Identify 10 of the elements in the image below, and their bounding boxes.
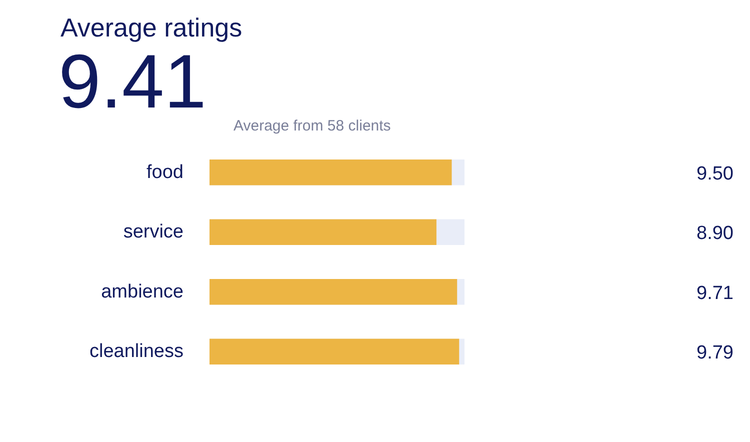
text: Average from 58 clients (234, 118, 391, 134)
y-tick-label: service (123, 222, 184, 243)
y-tick-label: cleanliness (90, 341, 184, 362)
data-label: 9.71 (696, 282, 734, 304)
chart-title: Average ratings (60, 12, 242, 42)
data-label: 8.90 (696, 223, 734, 244)
data-label: 9.50 (696, 163, 734, 184)
y-tick-label: ambience (101, 281, 184, 302)
data-label: 9.79 (696, 342, 734, 364)
y-tick-label: food (146, 162, 184, 183)
